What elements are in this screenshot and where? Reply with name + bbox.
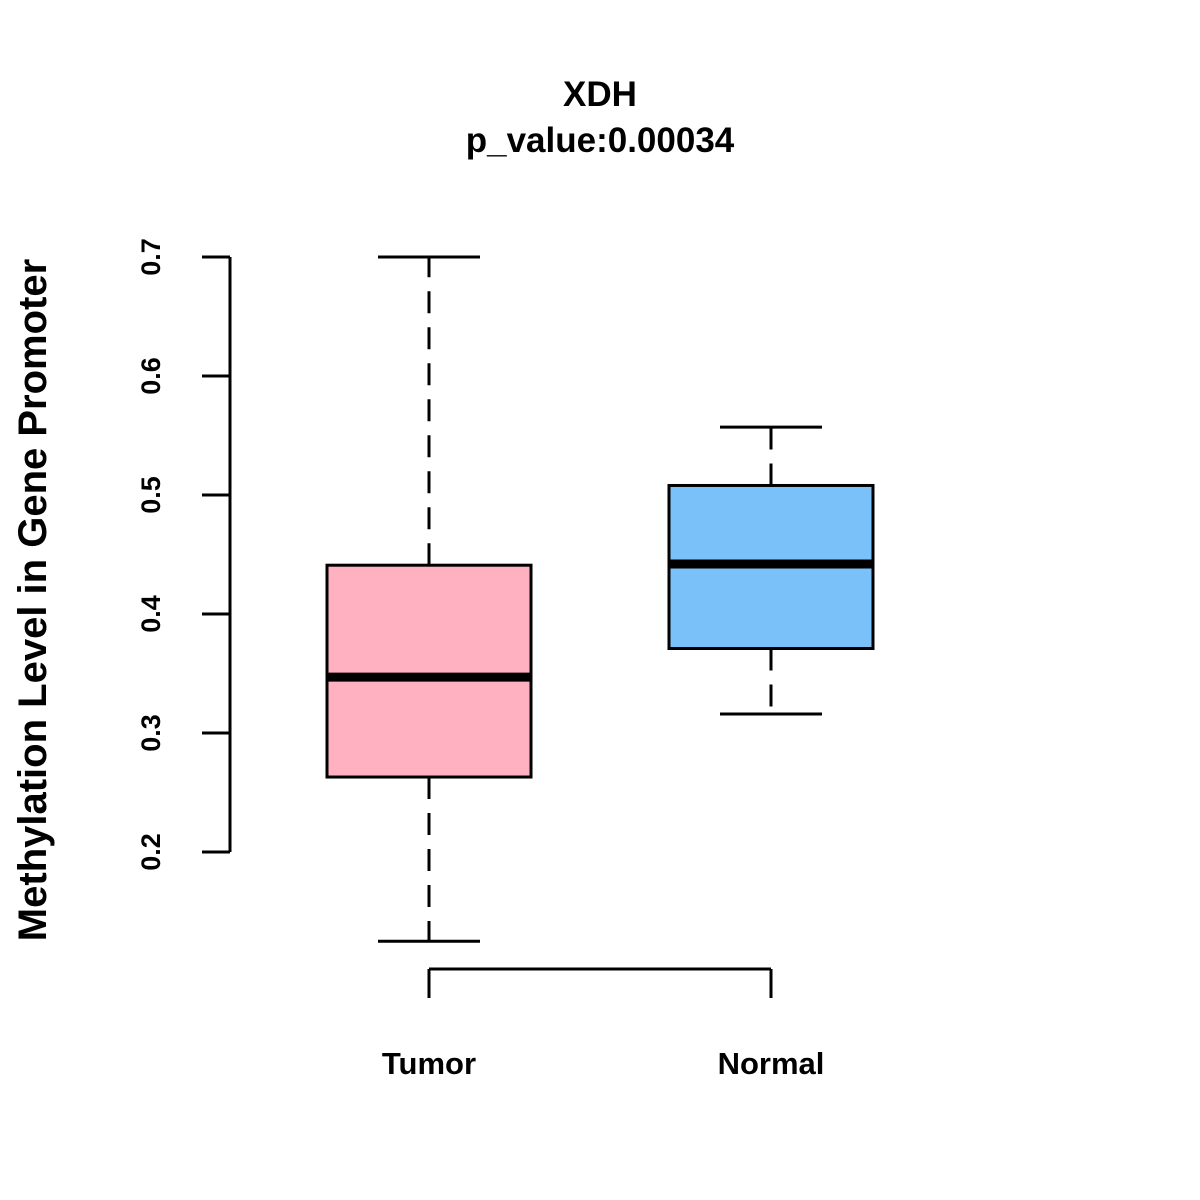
y-tick-label: 0.2 <box>136 833 166 871</box>
chart-title: XDH <box>563 75 637 114</box>
y-axis-label: Methylation Level in Gene Promoter <box>11 259 55 941</box>
y-tick-label: 0.6 <box>136 357 166 395</box>
y-axis: 0.2 0.3 0.4 0.5 0.6 0.7 <box>136 238 232 871</box>
x-tick-label-normal: Normal <box>718 1046 825 1081</box>
chart-subtitle: p_value:0.00034 <box>466 121 735 160</box>
x-axis: Tumor Normal <box>382 967 825 1081</box>
y-tick-label: 0.4 <box>136 595 166 633</box>
y-tick-label: 0.7 <box>136 238 166 276</box>
boxes <box>325 255 875 943</box>
box-normal <box>667 425 875 716</box>
iqr-box <box>325 563 533 779</box>
box-tumor <box>325 255 533 943</box>
x-tick-label-tumor: Tumor <box>382 1046 476 1081</box>
y-tick-label: 0.5 <box>136 476 166 514</box>
y-tick-label: 0.3 <box>136 714 166 752</box>
